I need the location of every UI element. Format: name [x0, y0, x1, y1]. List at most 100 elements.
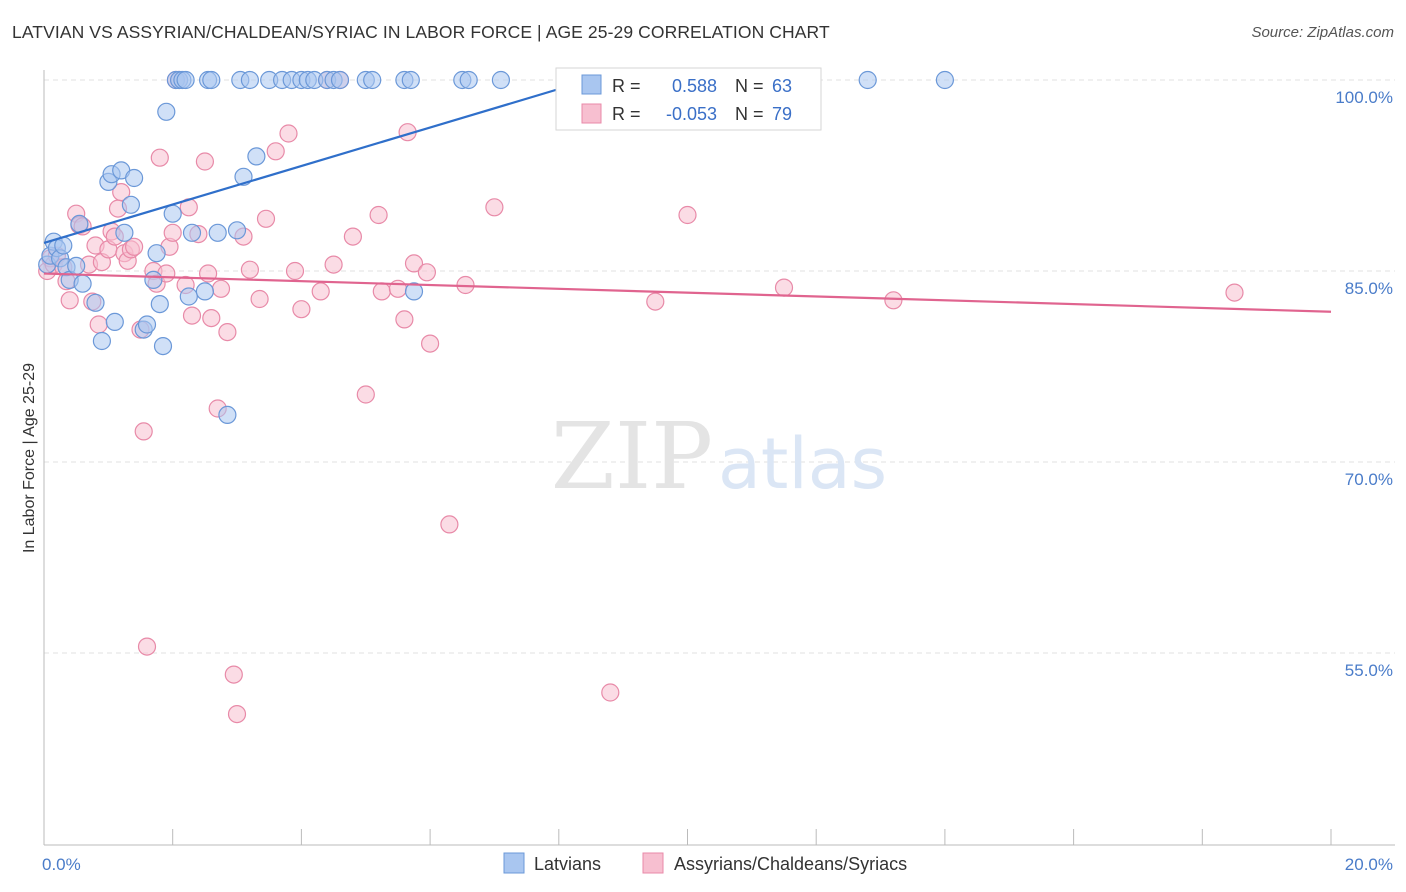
watermark: ZIP atlas — [551, 403, 887, 510]
latvians-point-22 — [144, 270, 163, 289]
latvians-point-19 — [125, 168, 144, 188]
latvians-point-62 — [935, 70, 955, 90]
assyrians-point-77 — [884, 291, 903, 310]
assyrians-point-43 — [211, 279, 231, 298]
latvians-point-56 — [401, 70, 420, 90]
assyrians-point-54 — [292, 300, 311, 319]
assyrians-point-62 — [372, 282, 391, 301]
latvians-point-21 — [137, 315, 157, 334]
y-axis-label: In Labor Force | Age 25-29 — [21, 363, 38, 553]
watermark-atlas: atlas — [718, 423, 887, 505]
latvians-point-39 — [227, 221, 247, 240]
assyrians-point-49 — [250, 289, 269, 309]
assyrians-point-61 — [369, 205, 388, 225]
x-tick-labels: 0.0% 20.0% — [42, 855, 1393, 874]
assyrians-point-55 — [311, 282, 330, 301]
series-assyrians-points — [38, 70, 1244, 724]
source-label: Source: ZipAtlas.com — [1251, 24, 1394, 41]
bottom-legend-swatch-assyrians — [642, 852, 664, 874]
latvians-point-52 — [330, 70, 350, 90]
assyrians-point-26 — [137, 637, 157, 656]
assyrians-point-13 — [89, 315, 108, 334]
assyrians-point-44 — [218, 323, 237, 342]
latvians-point-18 — [121, 195, 140, 214]
latvians-point-25 — [153, 337, 173, 356]
latvians-point-27 — [163, 204, 182, 223]
x-tick-label-0: 0.0% — [42, 855, 81, 874]
latvians-point-57 — [404, 282, 424, 301]
legend-r-label-0: R = — [612, 76, 641, 96]
assyrians-point-23 — [125, 237, 144, 256]
latvians-point-26 — [157, 102, 176, 121]
latvians-point-24 — [150, 295, 169, 314]
trend-line-assyrians — [43, 272, 1332, 313]
assyrians-point-73 — [646, 292, 665, 311]
latvians-point-31 — [176, 70, 195, 90]
y-tick-label-2: 70.0% — [1345, 470, 1393, 489]
legend-r-label-1: R = — [612, 104, 641, 124]
trend-line-latvians — [43, 72, 611, 245]
latvians-point-43 — [247, 147, 266, 166]
assyrians-point-37 — [182, 306, 202, 325]
assyrians-point-72 — [601, 683, 620, 702]
assyrians-point-68 — [421, 334, 440, 353]
latvians-point-33 — [182, 223, 202, 242]
assyrians-point-39 — [195, 152, 214, 171]
latvians-point-32 — [179, 287, 198, 306]
chart-title: LATVIAN VS ASSYRIAN/CHALDEAN/SYRIAC IN L… — [12, 22, 830, 42]
assyrians-point-60 — [356, 385, 375, 404]
assyrians-point-50 — [256, 209, 276, 228]
grid-lines — [44, 79, 1395, 654]
series-latvians-points — [38, 70, 955, 424]
assyrians-point-19 — [112, 183, 131, 202]
watermark-zip: ZIP — [551, 403, 713, 510]
assyrians-point-57 — [324, 255, 343, 274]
latvians-point-8 — [67, 256, 86, 275]
latvians-point-37 — [208, 223, 227, 242]
assyrians-point-67 — [417, 263, 436, 282]
latvians-point-34 — [195, 282, 214, 301]
assyrians-point-66 — [404, 254, 424, 273]
latvians-point-36 — [202, 70, 221, 90]
assyrians-point-6 — [60, 291, 79, 310]
assyrians-point-52 — [279, 124, 298, 143]
legend-n-label-0: N = — [735, 76, 764, 96]
latvians-point-60 — [491, 70, 510, 90]
axes — [43, 70, 1395, 846]
assyrians-point-48 — [240, 260, 259, 279]
legend-n-label-1: N = — [735, 104, 764, 124]
latvians-point-59 — [459, 70, 478, 90]
legend-r-value-1: -0.053 — [666, 104, 717, 124]
bottom-legend-latvians: Latvians — [534, 854, 601, 874]
legend-swatch-latvians — [581, 74, 602, 95]
y-tick-label-0: 100.0% — [1335, 88, 1393, 107]
legend-swatch-assyrians — [581, 103, 602, 124]
assyrians-point-78 — [1225, 283, 1244, 302]
bottom-legend-assyrians: Assyrians/Chaldeans/Syriacs — [674, 854, 907, 874]
latvians-point-15 — [105, 312, 124, 331]
series-legend: Latvians Assyrians/Chaldeans/Syriacs — [503, 852, 907, 874]
legend-n-value-0: 63 — [772, 76, 792, 96]
trend-lines — [43, 72, 1332, 313]
legend-n-value-1: 79 — [772, 104, 792, 124]
assyrians-point-74 — [678, 205, 697, 225]
assyrians-point-53 — [285, 261, 305, 281]
assyrians-point-46 — [227, 704, 247, 724]
latvians-point-12 — [92, 331, 112, 351]
latvians-point-17 — [115, 223, 134, 242]
assyrians-point-51 — [266, 142, 285, 161]
assyrians-point-76 — [774, 278, 794, 297]
assyrians-point-25 — [134, 422, 153, 441]
assyrians-point-71 — [485, 198, 504, 217]
assyrians-point-29 — [150, 148, 169, 167]
y-tick-labels: 100.0% 85.0% 70.0% 55.0% — [1335, 88, 1393, 680]
correlation-legend: R = 0.588 N = 63 R = -0.053 N = 79 — [555, 67, 822, 131]
latvians-point-10 — [73, 274, 92, 293]
latvians-point-42 — [240, 70, 259, 90]
legend-r-value-0: 0.588 — [672, 76, 717, 96]
assyrians-point-32 — [163, 223, 182, 242]
x-tick-label-1: 20.0% — [1345, 855, 1393, 874]
latvians-point-38 — [218, 405, 237, 424]
latvians-point-61 — [858, 70, 877, 90]
